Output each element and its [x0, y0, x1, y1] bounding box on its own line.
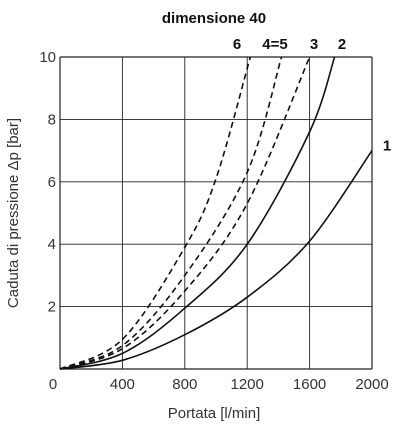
curve-label-1: 1: [383, 138, 391, 155]
x-tick-label: 1600: [293, 376, 326, 393]
y-axis-label: Caduta di pressione Δp [bar]: [5, 118, 22, 308]
curve-label-2: 2: [338, 36, 346, 53]
x-tick-label: 400: [110, 376, 135, 393]
grid: [59, 56, 373, 370]
y-tick-label: 8: [48, 111, 56, 128]
x-tick-label: 0: [49, 376, 57, 393]
series-line-6: [59, 56, 252, 370]
curve-label-4=5: 4=5: [262, 36, 287, 53]
curve-label-6: 6: [233, 36, 241, 53]
curve-label-3: 3: [310, 36, 318, 53]
series-line-3: [59, 56, 311, 370]
x-tick-label: 1200: [231, 376, 264, 393]
y-tick-label: 4: [48, 236, 56, 253]
chart-title: dimensione 40: [162, 10, 266, 27]
series-line-2: [59, 56, 336, 370]
tick-labels: 0 400 800 1200 1600 2000 2 4 6 8 10: [39, 49, 388, 393]
curve-labels: 1 2 3 4=5 6: [233, 36, 391, 155]
x-axis-label: Portata [l/min]: [168, 405, 261, 422]
x-tick-label: 2000: [355, 376, 388, 393]
x-tick-label: 800: [172, 376, 197, 393]
series-line-4=5: [59, 56, 283, 370]
y-tick-label: 2: [48, 299, 56, 316]
series-group: [59, 56, 373, 370]
y-tick-label: 10: [39, 49, 56, 66]
series-line-1: [59, 150, 373, 370]
y-tick-label: 6: [48, 174, 56, 191]
